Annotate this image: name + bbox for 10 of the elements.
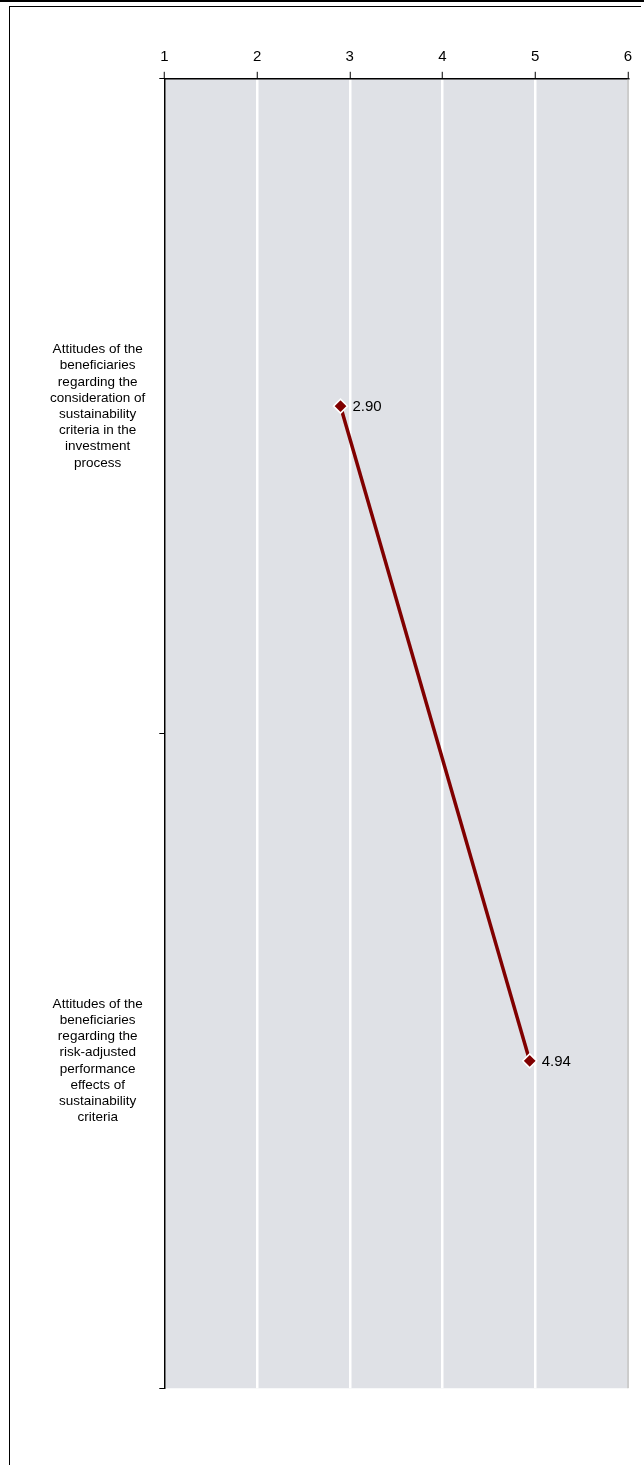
- x-tick-label: 5: [531, 46, 540, 64]
- x-tick-label: 4: [438, 46, 447, 64]
- x-tick-label: 2: [252, 46, 262, 64]
- data-label: 4.94: [541, 1051, 571, 1069]
- data-label: 2.90: [352, 397, 382, 415]
- x-tick-label: 1: [160, 46, 169, 64]
- x-tick-label: 3: [345, 46, 354, 64]
- x-tick-label: 6: [623, 46, 633, 64]
- y-tick-label: Attitudes of the beneficiaries regarding the risk-adjusted performance effects of sustainability criteria: [52, 995, 143, 1125]
- y-tick-label: Attitudes of the beneficiaries regarding the consideration of sustainability criteria in the investment process: [50, 341, 146, 470]
